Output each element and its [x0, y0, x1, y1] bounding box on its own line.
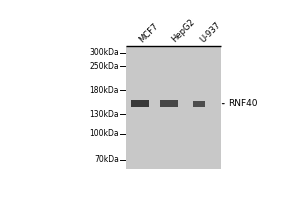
Bar [193, 101, 206, 107]
Text: 250kDa: 250kDa [89, 62, 119, 71]
Text: RNF40: RNF40 [228, 99, 258, 108]
Bar [160, 100, 178, 107]
Text: 300kDa: 300kDa [89, 48, 119, 57]
Text: MCF7: MCF7 [137, 21, 160, 44]
Text: 100kDa: 100kDa [89, 129, 119, 138]
Bar [131, 100, 148, 107]
Text: 130kDa: 130kDa [89, 110, 119, 119]
Text: 180kDa: 180kDa [89, 86, 119, 95]
Bar [126, 46, 221, 169]
Text: HepG2: HepG2 [170, 17, 197, 44]
Text: U-937: U-937 [198, 20, 222, 44]
Text: 70kDa: 70kDa [94, 155, 119, 164]
